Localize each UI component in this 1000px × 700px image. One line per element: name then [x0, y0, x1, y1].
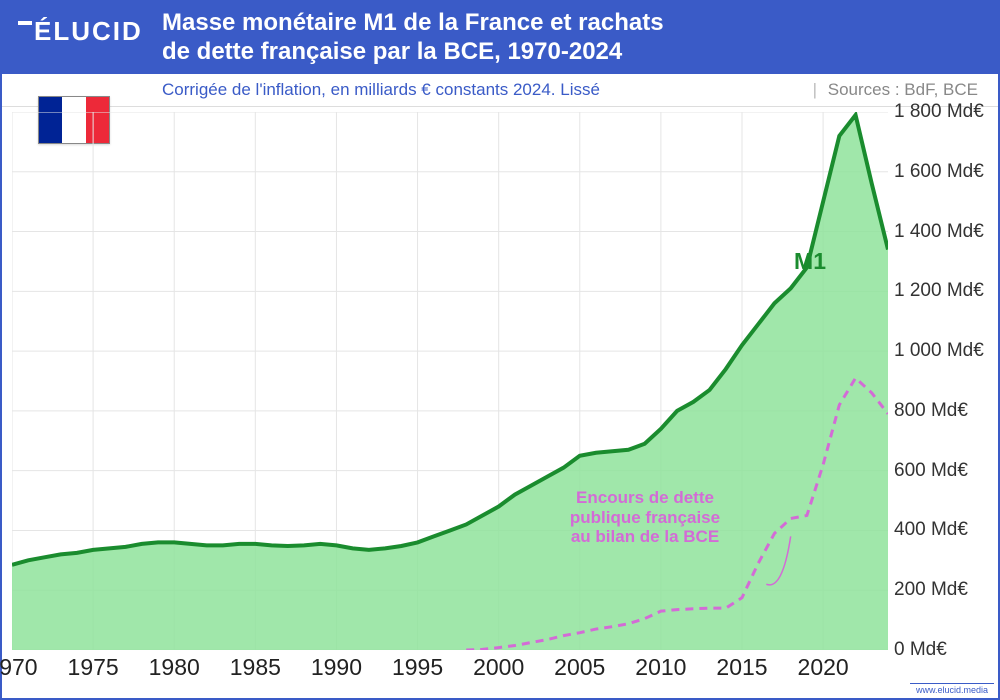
debt-label-line: au bilan de la BCE — [560, 527, 730, 547]
chart-title: Masse monétaire M1 de la France et racha… — [162, 9, 664, 67]
sources-text: Sources : BdF, BCE — [828, 80, 978, 99]
y-tick-label: 1 800 Md€ — [894, 101, 984, 123]
debt-series-label: Encours de dettepublique françaiseau bil… — [560, 488, 730, 547]
logo-accent — [18, 21, 32, 25]
y-tick-label: 600 Md€ — [894, 460, 968, 482]
subtitle-row: Corrigée de l'inflation, en milliards € … — [2, 74, 998, 107]
x-tick-label: 1970 — [0, 654, 38, 681]
chart-svg — [12, 112, 888, 650]
y-tick-label: 1 200 Md€ — [894, 280, 984, 302]
debt-label-line: Encours de dette — [560, 488, 730, 508]
sources: | Sources : BdF, BCE — [807, 80, 978, 100]
title-line-2: de dette française par la BCE, 1970-2024 — [162, 38, 622, 65]
debt-label-line: publique française — [560, 508, 730, 528]
x-tick-label: 1990 — [311, 654, 362, 681]
x-tick-label: 1975 — [68, 654, 119, 681]
footer-url: www.elucid.media — [910, 683, 994, 696]
x-tick-label: 2020 — [798, 654, 849, 681]
y-tick-label: 0 Md€ — [894, 639, 947, 661]
divider: | — [813, 80, 817, 99]
y-tick-label: 1 600 Md€ — [894, 161, 984, 183]
x-axis-labels: 1970197519801985199019952000200520102015… — [12, 654, 888, 684]
x-tick-label: 1980 — [149, 654, 200, 681]
x-tick-label: 2010 — [635, 654, 686, 681]
x-tick-label: 1995 — [392, 654, 443, 681]
y-tick-label: 800 Md€ — [894, 400, 968, 422]
y-tick-label: 200 Md€ — [894, 579, 968, 601]
y-tick-label: 1 000 Md€ — [894, 340, 984, 362]
chart-container: ÉLUCID Masse monétaire M1 de la France e… — [0, 0, 1000, 700]
brand-logo: ÉLUCID — [18, 16, 143, 47]
x-tick-label: 2015 — [716, 654, 767, 681]
chart-header: Masse monétaire M1 de la France et racha… — [2, 2, 998, 74]
y-axis-labels: 0 Md€200 Md€400 Md€600 Md€800 Md€1 000 M… — [894, 112, 994, 650]
x-tick-label: 1985 — [230, 654, 281, 681]
y-tick-label: 1 400 Md€ — [894, 221, 984, 243]
x-tick-label: 2000 — [473, 654, 524, 681]
m1-series-label: M1 — [794, 248, 826, 275]
title-line-1: Masse monétaire M1 de la France et racha… — [162, 9, 664, 36]
logo-text: ÉLUCID — [34, 16, 143, 47]
chart-subtitle: Corrigée de l'inflation, en milliards € … — [162, 80, 600, 100]
x-tick-label: 2005 — [554, 654, 605, 681]
y-tick-label: 400 Md€ — [894, 519, 968, 541]
plot-area: 0 Md€200 Md€400 Md€600 Md€800 Md€1 000 M… — [12, 112, 888, 650]
